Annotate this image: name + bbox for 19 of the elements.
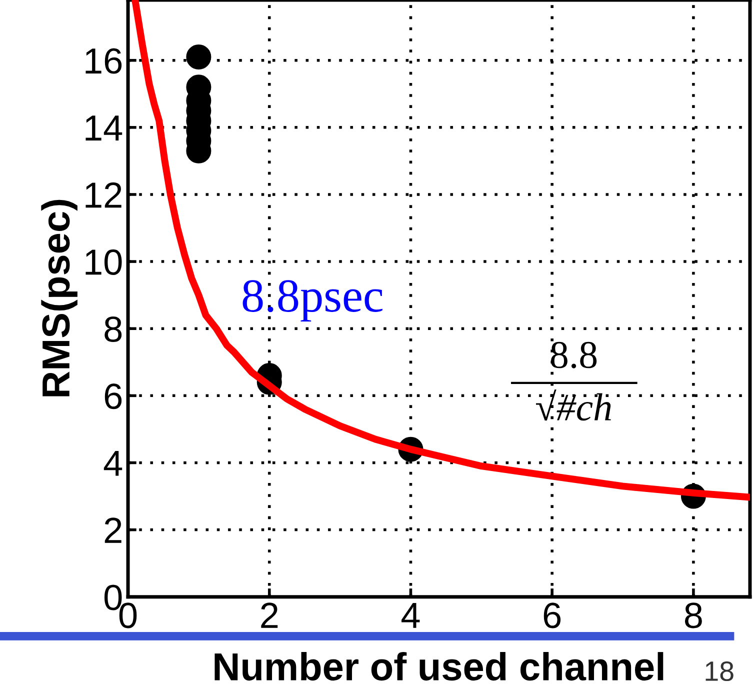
y-tick-label: 4: [104, 450, 122, 476]
x-tick-label: 6: [544, 602, 561, 628]
annotation: √#ch: [536, 390, 611, 421]
y-tick-label: 14: [86, 116, 122, 140]
annotation: 8.8: [550, 342, 597, 368]
x-tick-label: 8: [684, 602, 702, 628]
annotation: 8.8psec: [242, 280, 382, 322]
y-tick-label: 10: [86, 249, 122, 275]
x-tick-label: 4: [402, 603, 420, 628]
y-tick-label: 12: [86, 182, 122, 208]
y-tick-label: 2: [104, 518, 122, 543]
x-tick-label: 2: [261, 602, 278, 628]
text: 18: [706, 661, 734, 682]
y-tick-label: 6: [104, 384, 122, 410]
y-tick-label: 16: [86, 48, 122, 74]
y-axis-title: RMS(psec): [41, 200, 78, 396]
y-tick-label: 8: [104, 316, 122, 342]
x-axis-title: Number of used channel: [214, 652, 664, 681]
point: [186, 44, 212, 70]
